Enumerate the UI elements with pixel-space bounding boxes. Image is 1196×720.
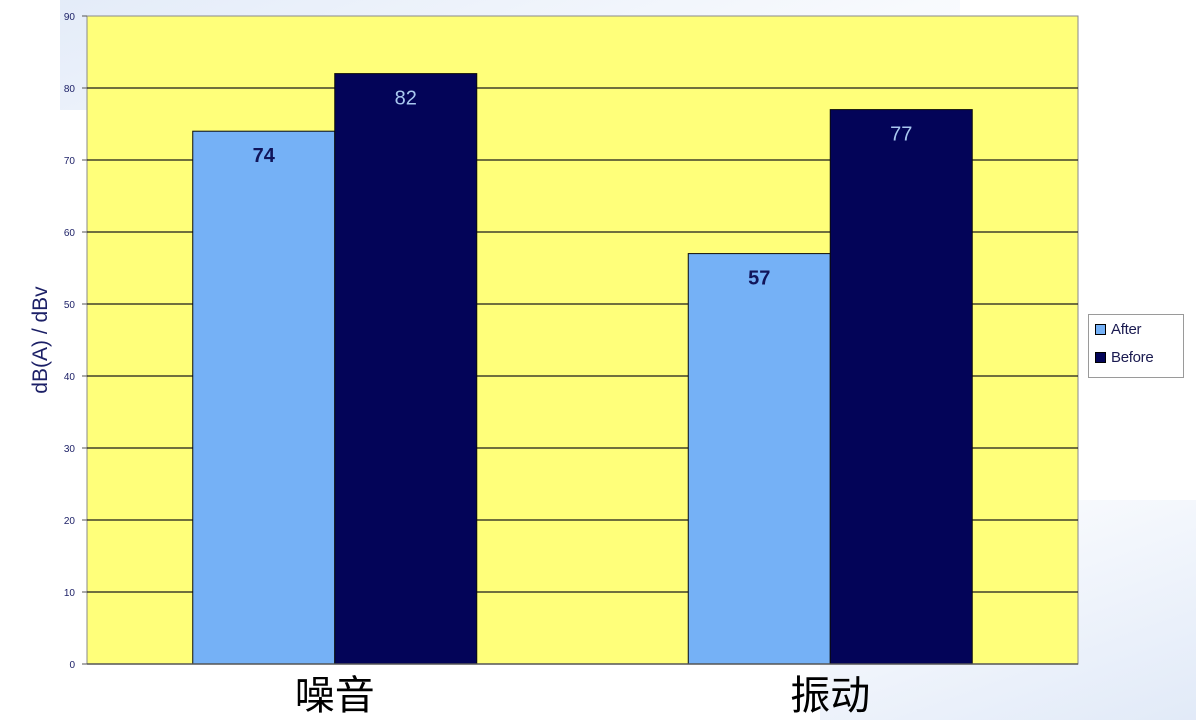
x-tick-label-1: 振动 bbox=[790, 673, 870, 718]
y-tick-label: 90 bbox=[64, 12, 76, 23]
legend-label-before: Before bbox=[1111, 348, 1154, 366]
data-label-after-0: 74 bbox=[253, 145, 276, 167]
y-tick-label: 30 bbox=[64, 444, 76, 455]
data-labels: 74 82 57 77 bbox=[253, 88, 913, 290]
x-tick-labels: 噪音 振动 bbox=[295, 673, 871, 718]
data-label-before-1: 77 bbox=[890, 124, 912, 146]
x-tick-label-0: 噪音 bbox=[295, 673, 375, 718]
legend-item-after: After bbox=[1089, 315, 1183, 343]
y-tick-label: 80 bbox=[64, 84, 76, 95]
y-tick-labels: 0 10 20 30 40 50 60 70 80 90 bbox=[64, 12, 87, 671]
y-tick-label: 60 bbox=[64, 228, 76, 239]
y-tick-label: 40 bbox=[64, 372, 76, 383]
bar-after-1 bbox=[687, 253, 831, 665]
y-tick-label: 50 bbox=[64, 300, 76, 311]
legend-swatch-after bbox=[1095, 323, 1106, 335]
y-tick-label: 10 bbox=[64, 588, 76, 599]
data-label-after-1: 57 bbox=[748, 268, 770, 290]
data-label-before-0: 82 bbox=[395, 88, 417, 110]
bar-after-0 bbox=[192, 130, 336, 665]
chart-legend: After Before bbox=[1088, 314, 1184, 378]
bar-before-1 bbox=[829, 109, 973, 665]
y-tick-label: 70 bbox=[64, 156, 76, 167]
legend-label-after: After bbox=[1111, 320, 1142, 338]
bars bbox=[192, 73, 973, 665]
y-tick-label: 0 bbox=[69, 660, 75, 671]
y-axis-label: dB(A) / dBv bbox=[29, 286, 52, 394]
legend-item-before: Before bbox=[1089, 343, 1183, 371]
bar-before-0 bbox=[334, 73, 478, 665]
legend-swatch-before bbox=[1095, 351, 1106, 363]
y-tick-label: 20 bbox=[64, 516, 76, 527]
